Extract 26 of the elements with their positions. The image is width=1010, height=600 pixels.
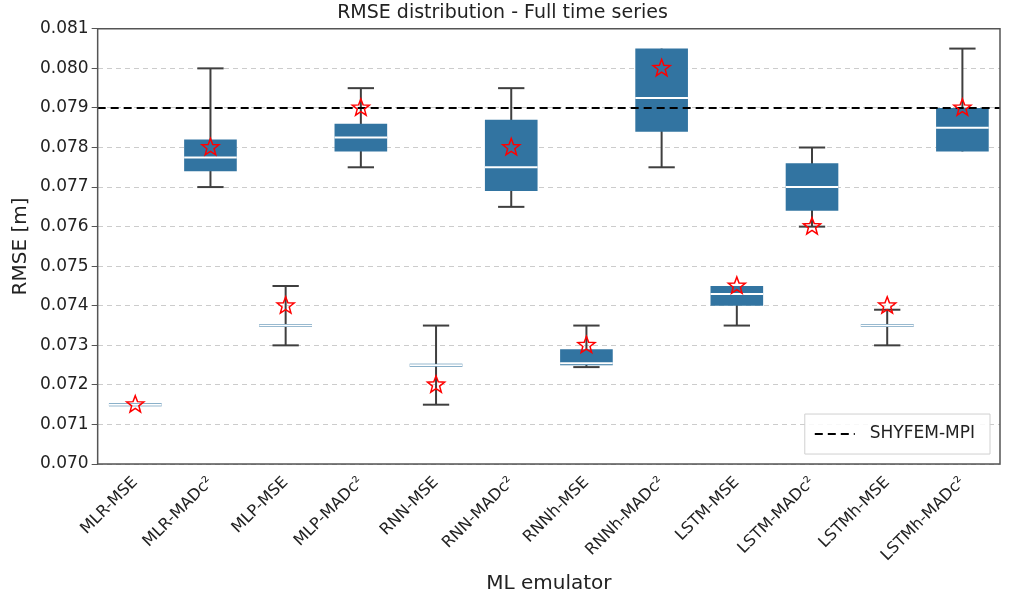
y-tick-label: 0.076 — [40, 215, 89, 236]
y-tick-label: 0.075 — [40, 254, 89, 275]
point — [727, 276, 747, 295]
y-tick-label: 0.070 — [40, 452, 89, 473]
point — [802, 216, 822, 235]
point — [877, 296, 897, 314]
point — [652, 58, 671, 77]
point — [125, 394, 145, 413]
y-tick-label: 0.078 — [40, 135, 89, 156]
y-tick-label: 0.081 — [40, 17, 89, 38]
y-tick-label: 0.080 — [40, 56, 89, 77]
y-tick-label: 0.072 — [40, 373, 89, 394]
point — [351, 98, 371, 116]
chart-title: RMSE distribution - Full time series — [337, 0, 668, 23]
y-tick-label: 0.077 — [40, 175, 89, 196]
point — [276, 296, 295, 314]
y-axis-title: RMSE [m] — [7, 197, 32, 296]
point — [577, 335, 596, 354]
legend-label: SHYFEM-MPI — [869, 422, 976, 443]
y-tick-label: 0.073 — [40, 333, 89, 354]
y-tick-label: 0.071 — [40, 412, 89, 433]
point — [426, 375, 446, 393]
point — [953, 98, 972, 116]
y-tick-label: 0.079 — [40, 96, 89, 117]
x-axis-title: ML emulator — [486, 570, 613, 595]
y-tick-label: 0.074 — [40, 294, 89, 315]
